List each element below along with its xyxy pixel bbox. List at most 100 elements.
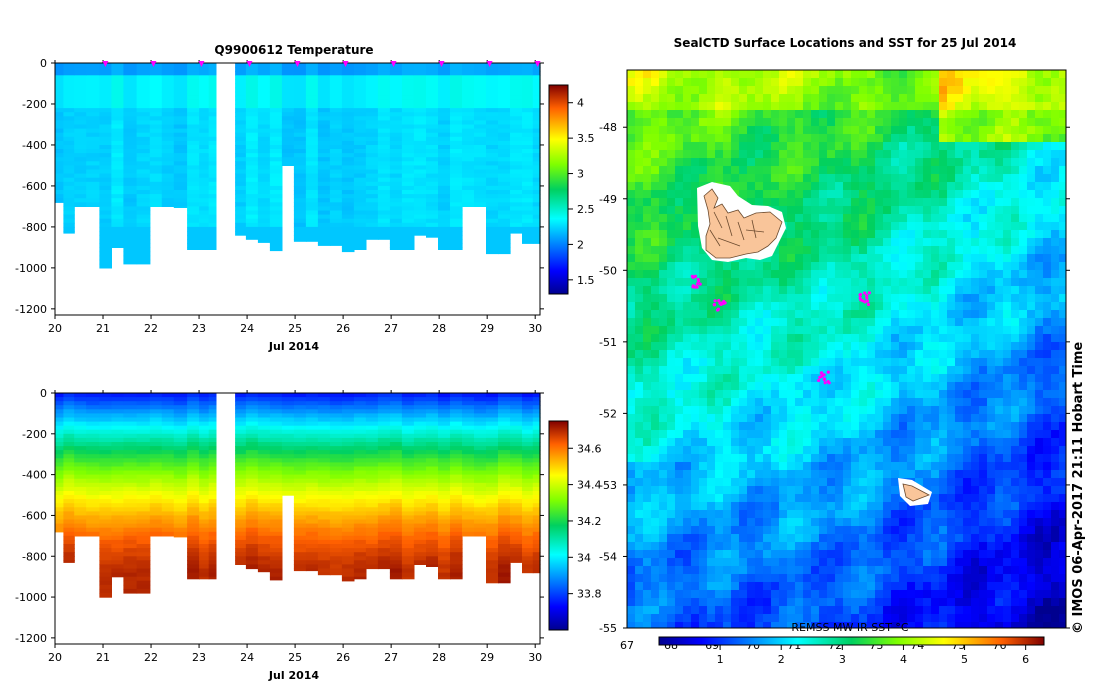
section-cell [293,132,307,138]
section-cell [208,243,217,248]
sst-cell [859,110,868,119]
section-cell [486,507,499,512]
section-cell [522,132,534,138]
section-cell [401,185,415,191]
section-cell [235,112,247,117]
section-cell [532,393,541,398]
section-cell [498,83,511,89]
section-cell [281,474,295,480]
sst-cell [907,166,916,175]
section-cell [257,112,271,117]
section-cell [208,181,217,187]
section-cell [341,149,355,154]
section-cell [329,222,343,228]
sst-cell [771,134,780,143]
section-cell [329,421,343,427]
sst-cell [851,214,860,223]
section-cell [235,539,247,545]
sst-cell [731,142,740,151]
section-cell [149,128,163,134]
section-cell [63,177,75,183]
section-cell [353,239,367,244]
section-cell [510,79,523,85]
section-cell [365,128,379,134]
section-cell [329,495,343,500]
sst-cell [843,214,852,223]
sst-cell [667,150,676,159]
sst-cell [763,174,772,183]
section-cell [208,421,217,427]
section-cell [510,556,523,561]
section-cell [450,523,463,529]
section-cell [199,425,210,431]
section-cell [317,454,331,459]
sst-cell [731,118,740,127]
section-cell [99,568,112,574]
section-cell [74,446,87,451]
section-cell [426,539,439,545]
section-cell [293,177,307,183]
section-cell [245,79,259,85]
section-cell [199,153,210,158]
section-cell [341,401,355,406]
section-cell [173,413,188,419]
section-cell [353,572,367,578]
section-cell [99,99,112,105]
section-cell [199,470,210,476]
sst-cell [731,78,740,87]
section-cell [99,218,112,224]
sst-cell [675,246,684,255]
section-cell [317,128,331,134]
section-cell [329,564,343,570]
section-cell [486,173,499,179]
section-cell [377,104,391,109]
section-cell [450,206,463,212]
section-cell [474,442,487,447]
section-cell [498,136,511,142]
sst-cell [731,158,740,167]
section-cell [532,173,541,179]
sst-cell [915,182,924,191]
section-cell [401,173,415,179]
section-cell [498,544,511,549]
sst-cell [851,190,860,199]
section-cell [173,165,188,171]
sst-cell [651,158,660,167]
section-cell [269,247,283,252]
sst-cell [1051,214,1060,223]
sst-cell [1027,94,1036,103]
section-cell [522,231,534,236]
section-cell [365,124,379,130]
section-cell [329,458,343,463]
section-cell [438,564,451,570]
sst-cell [923,126,932,135]
sst-cell [635,278,644,287]
section-cell [413,165,427,171]
section-cell [474,482,487,488]
section-cell [413,226,427,232]
section-cell [341,226,355,232]
section-cell [123,91,138,97]
section-cell [235,140,247,146]
section-cell [389,466,403,472]
sst-cell [659,70,668,79]
sst-cell [763,78,772,87]
sst-cell [891,142,900,151]
sst-cell [875,222,884,231]
section-cell [281,83,295,89]
section-cell [161,433,175,439]
section-cell [377,235,391,240]
section-cell [389,243,403,248]
section-cell [450,495,463,500]
section-cell [438,132,451,138]
section-cell [293,433,307,439]
section-cell [149,149,163,154]
section-cell [257,466,271,472]
section-cell [329,466,343,472]
section-cell [86,120,100,126]
profile-marker [390,61,397,67]
section-cell [365,417,379,423]
section-cell [136,63,151,68]
sst-cell [939,206,948,215]
sst-cell [635,78,644,87]
